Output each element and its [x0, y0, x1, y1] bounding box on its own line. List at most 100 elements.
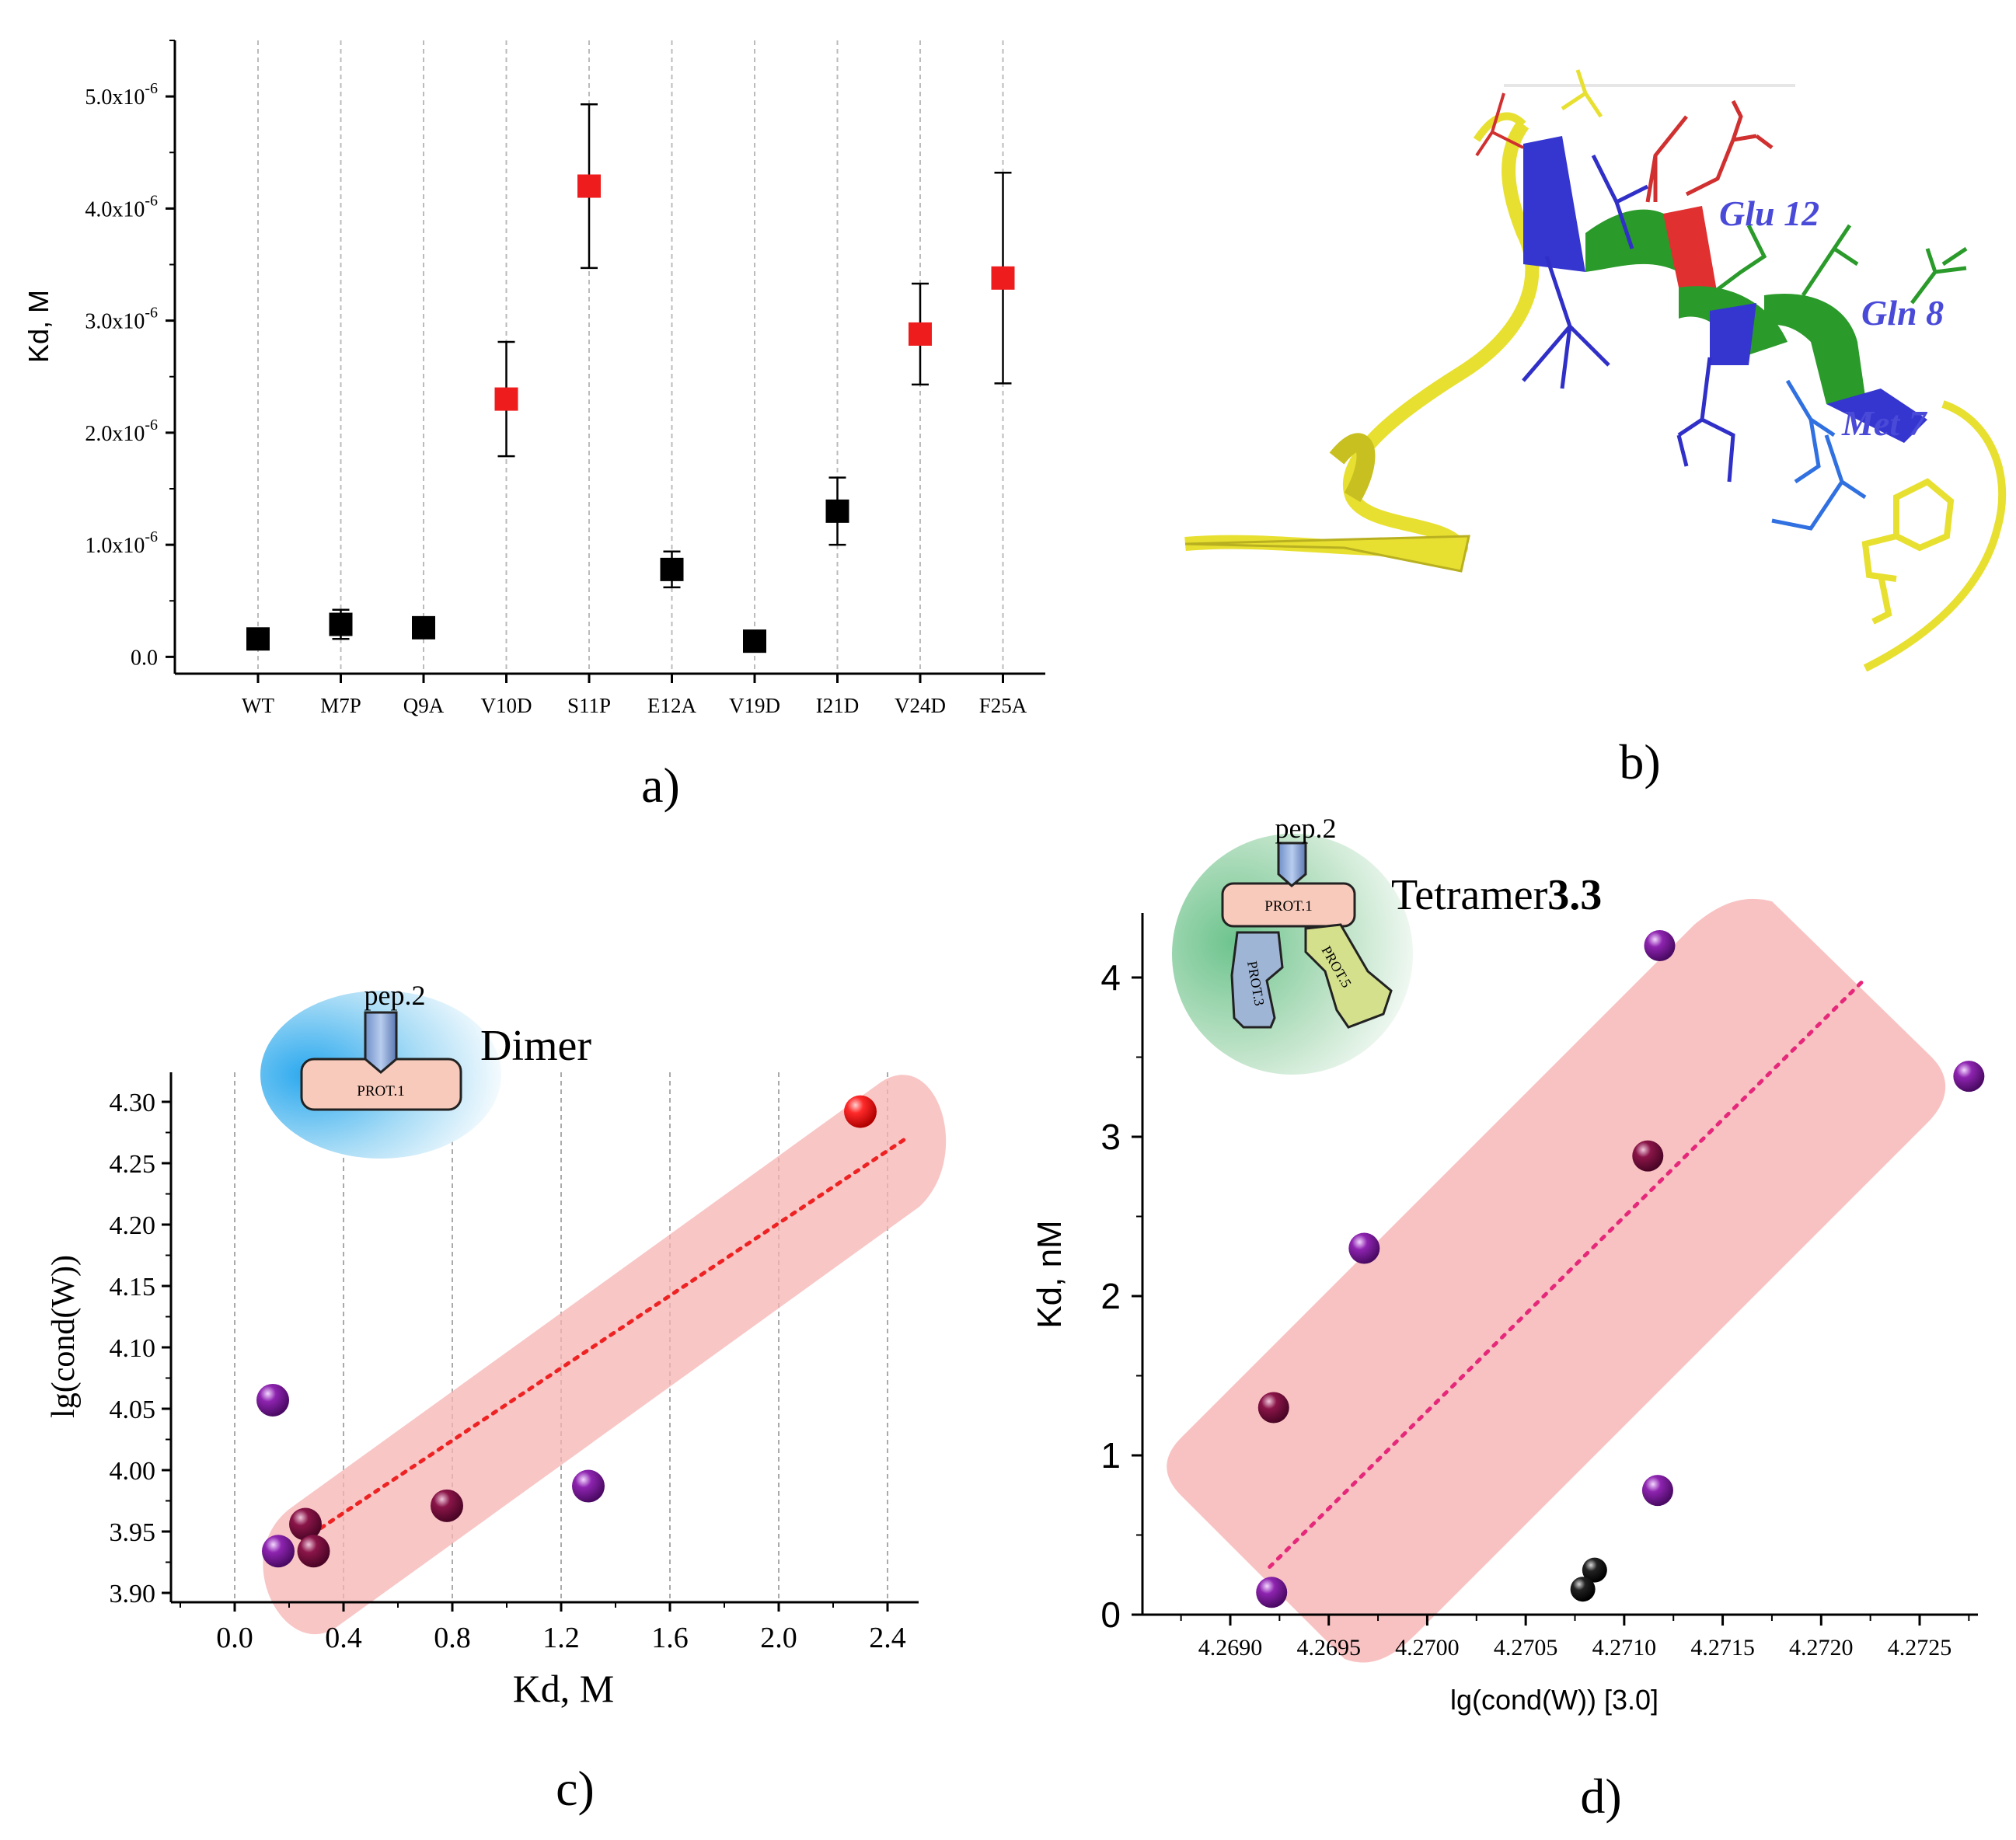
green-sidechain-1: [1801, 224, 1859, 297]
c-highlight-band: [263, 1075, 947, 1635]
d-point: [1348, 1232, 1380, 1264]
c-x-tick-label: 0.0: [216, 1622, 253, 1654]
d-data-points: [1256, 930, 1985, 1608]
c-point: [572, 1469, 605, 1503]
green-sidechain-3: [1708, 224, 1767, 297]
a-y-tick-base: 2.0x10: [85, 422, 145, 446]
d-y-tick-label: 0: [1100, 1594, 1121, 1635]
d-point: [1257, 1392, 1289, 1424]
c-y-tick-label: 3.95: [110, 1518, 156, 1547]
helix-red-segment: [1663, 206, 1718, 295]
yellow-tail: [1863, 400, 2007, 672]
trp-ring-2: [1861, 533, 1897, 582]
helix-blue-segment: [1523, 136, 1585, 272]
d-x-tick-label: 4.2700: [1395, 1635, 1460, 1661]
tetra-prot3-block: [1230, 931, 1284, 1029]
a-y-tick-exp: -6: [145, 192, 158, 209]
panel-label-c: c): [556, 1761, 595, 1816]
blue-sidechain-3: [1676, 357, 1735, 483]
panel-label-a: a): [641, 758, 680, 813]
d-point: [1582, 1557, 1607, 1583]
d-x-tick-label: 4.2725: [1888, 1635, 1952, 1661]
a-x-tick-label: V24D: [895, 694, 946, 717]
a-y-tick-base: 5.0x10: [85, 85, 145, 110]
a-x-tick-label: M7P: [320, 694, 361, 717]
a-x-tick-label: Q9A: [403, 694, 445, 717]
c-x-tick-label: 2.0: [760, 1622, 797, 1654]
blue-sidechain-2: [1591, 154, 1649, 249]
top-yellow-sidechain: [1561, 69, 1603, 118]
helix-green-segment-1: [1585, 209, 1679, 272]
helix-blue-segment-2: [1710, 303, 1756, 365]
trp-ring-1: [1893, 478, 1955, 552]
label-glu12: Glu 12: [1719, 193, 1819, 233]
a-point-S11P: [577, 174, 601, 198]
c-trendline: [301, 1138, 906, 1542]
c-point: [289, 1507, 322, 1541]
panel-b-protein-structure: Glu 12 Gln 8 Met 7 b): [1184, 69, 2007, 789]
a-point-M7P: [329, 612, 353, 636]
panel-d-tetramer-scatter: 0 1 2 3 4 4.2690 4.2695 4.2700 4.2705 4.2710 4.27…: [1031, 813, 1985, 1824]
d-x-tick-label: 4.2715: [1690, 1635, 1755, 1661]
c-point: [844, 1095, 877, 1128]
d-point: [1641, 1475, 1673, 1507]
c-inset-dimer: pep.2 PROT.1 Dimer: [260, 980, 591, 1159]
a-grid-lines: [257, 40, 1004, 674]
d-x-tick-label: 4.2720: [1789, 1635, 1854, 1661]
c-x-tick-label: 0.8: [434, 1622, 471, 1654]
a-point-WT: [246, 627, 270, 651]
tetra-prot5-block: [1304, 923, 1393, 1029]
d-x-tick-label: 4.2690: [1198, 1635, 1263, 1661]
d-point: [1570, 1577, 1596, 1602]
c-x-ticks: 0.0 0.4 0.8 1.2 1.6 2.0 2.4: [180, 1602, 906, 1654]
d-point: [1953, 1061, 1985, 1092]
tetramer-title-bold: 3.3: [1547, 871, 1602, 919]
c-x-tick-label: 1.6: [651, 1622, 689, 1654]
a-y-tick-base: 4.0x10: [85, 197, 145, 221]
d-y-axis-label: Kd, nM: [1031, 1220, 1069, 1328]
panel-label-d: d): [1580, 1769, 1621, 1824]
a-data-points: [246, 174, 1015, 653]
panel-label-b: b): [1619, 734, 1660, 789]
c-x-axis-label: Kd, M: [513, 1667, 615, 1710]
dimer-pep-label: pep.2: [364, 980, 426, 1011]
c-y-tick-label: 4.00: [110, 1457, 156, 1486]
tetra-pep-shape: [1277, 842, 1307, 887]
panel-a-bar-plot: 0.01.0x10-62.0x10-63.0x10-64.0x10-65.0x1…: [23, 40, 1045, 813]
a-point-F25A: [991, 266, 1015, 290]
d-y-tick-label: 1: [1100, 1435, 1121, 1476]
a-y-tick-label: 5.0x10-6: [85, 80, 158, 110]
d-y-tick-label: 2: [1100, 1276, 1121, 1316]
c-y-tick-label: 4.25: [110, 1150, 156, 1179]
a-point-Q9A: [412, 615, 435, 639]
a-y-tick-exp: -6: [145, 416, 158, 434]
a-x-tick-label: WT: [242, 694, 274, 717]
dimer-pep-shape: [364, 1011, 398, 1074]
yellow-turn: [1329, 433, 1376, 503]
green-sidechain-2: [1910, 246, 1968, 305]
d-x-tick-label: 4.2695: [1296, 1635, 1361, 1661]
a-x-tick-label: I21D: [816, 694, 860, 717]
a-y-tick-label: 3.0x10-6: [85, 305, 158, 334]
yellow-top-loop: [1473, 112, 1526, 142]
c-y-tick-label: 4.20: [110, 1211, 156, 1240]
a-point-V10D: [494, 387, 518, 411]
a-y-tick-exp: -6: [145, 528, 158, 545]
c-x-tick-label: 0.4: [325, 1622, 362, 1654]
c-y-tick-label: 4.10: [110, 1334, 156, 1363]
c-y-axis-label: lg(cond(W)): [46, 1255, 82, 1418]
d-y-ticks: 0 1 2 3 4: [1100, 957, 1142, 1635]
d-x-ticks: 4.2690 4.2695 4.2700 4.2705 4.2710 4.2715 4.27…: [1180, 1615, 1970, 1661]
trp-sidechain: [1871, 574, 1892, 625]
c-y-tick-label: 3.90: [110, 1580, 156, 1608]
d-point: [1256, 1577, 1288, 1608]
a-x-tick-label: E12A: [647, 694, 696, 717]
c-y-tick-label: 4.15: [110, 1273, 156, 1302]
a-y-tick-label: 0.0: [131, 646, 158, 670]
a-y-tick-base: 1.0x10: [85, 534, 145, 558]
a-y-tick-label: 4.0x10-6: [85, 192, 158, 221]
a-x-ticks: WT M7P Q9A V10D S11P E12A V19D I21D V24D F25A: [242, 674, 1027, 717]
c-point: [256, 1383, 289, 1417]
panel-c-dimer-scatter: 3.90 3.95 4.00 4.05 4.10 4.15 4.20 4.25 4.30 0.0…: [46, 980, 947, 1816]
